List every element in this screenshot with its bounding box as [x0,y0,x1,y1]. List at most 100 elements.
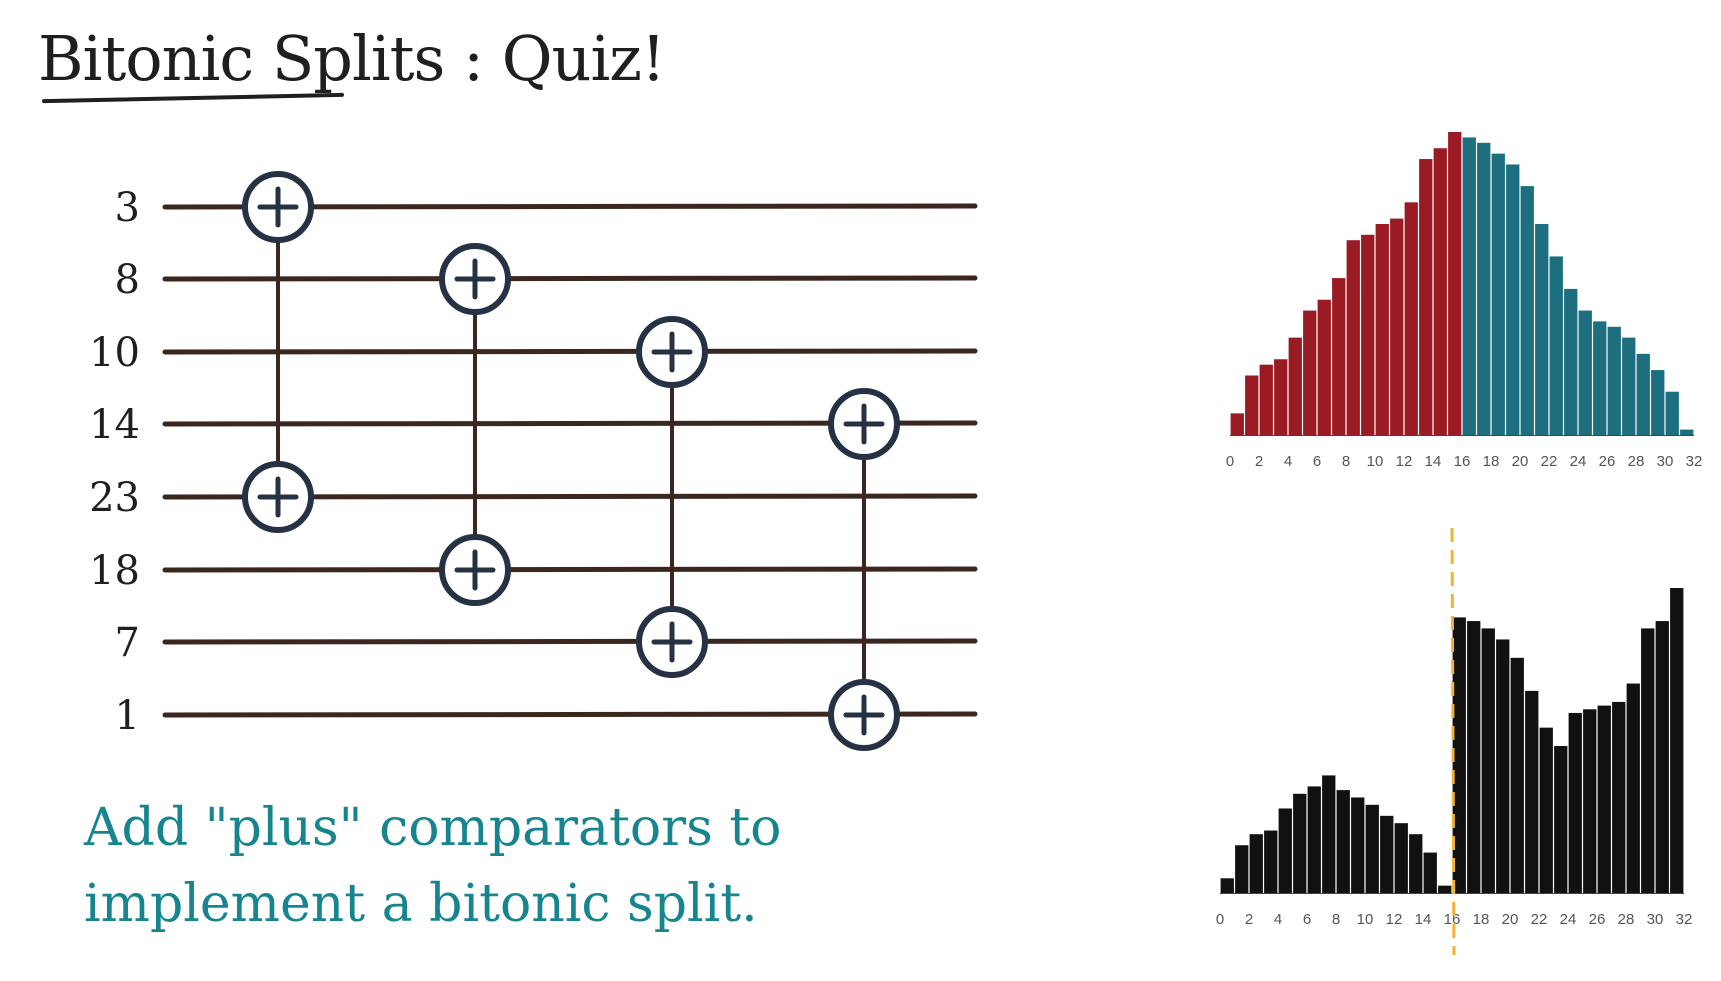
x-tick-label: 4 [1274,911,1282,928]
bar [1607,326,1621,435]
page-title: Bitonic Splits : Quiz! [38,22,666,95]
bar [1539,727,1553,893]
bar [1230,413,1244,435]
x-tick-label: 10 [1367,453,1384,470]
bar [1220,878,1234,893]
plus-comparator-icon [242,171,314,243]
bar [1496,639,1510,893]
x-tick-label: 28 [1618,911,1635,928]
x-tick-label: 16 [1454,453,1471,470]
bar [1274,359,1288,435]
bar [1491,153,1505,435]
bar [1249,834,1263,893]
bar [1481,628,1495,893]
bar [1622,337,1636,435]
input-label: 10 [89,330,140,376]
title-suffix: : Quiz! [463,22,666,95]
plus-comparator-icon [636,606,708,678]
bar [1641,628,1655,893]
bar [1597,705,1611,893]
x-tick-label: 4 [1284,453,1292,470]
x-tick-label: 12 [1386,911,1403,928]
bar [1317,299,1331,435]
input-label: 7 [115,620,140,666]
bar [1332,278,1346,435]
wire [162,566,978,573]
wire [162,348,978,355]
bar [1390,218,1404,435]
x-tick-label: 2 [1245,911,1253,928]
bar [1433,148,1447,436]
x-tick-label: 0 [1226,453,1234,470]
bar [1651,370,1665,435]
bar [1578,310,1592,435]
bar [1525,690,1539,893]
plus-comparator-icon [439,534,511,606]
x-tick-label: 26 [1599,453,1616,470]
bar [1593,321,1607,436]
chart-bottom: 0 2 4 6 8 10 12 14 16 18 20 22 24 26 28 30 32 [1216,527,1693,956]
bar [1626,683,1640,893]
bar [1307,786,1321,893]
x-tick-label: 12 [1396,453,1413,470]
x-tick-label: 18 [1483,453,1500,470]
plus-comparator-icon [636,316,708,388]
bar [1322,775,1336,893]
bar [1346,240,1360,435]
instruction-text: Add "plus" comparators to implement a bi… [84,798,782,934]
x-tick-label: 24 [1570,453,1587,470]
plus-comparator-icon [439,243,511,315]
bar [1510,657,1524,893]
title-main: Bitonic Splits [38,22,445,95]
x-tick-label: 8 [1332,911,1340,928]
x-tick-label: 0 [1216,911,1224,928]
x-tick-label: 20 [1512,453,1529,470]
input-label: 3 [115,185,140,231]
bar [1568,712,1582,893]
x-tick-label: 22 [1531,911,1548,928]
bar [1264,830,1278,893]
bar [1419,159,1433,436]
plus-comparator-icon [828,388,900,460]
bar [1423,852,1437,893]
bar [1394,823,1408,893]
bar [1535,223,1549,435]
plus-comparator-icon [242,461,314,533]
bar [1583,709,1597,893]
bar [1612,701,1626,893]
bar [1448,132,1462,435]
bar [1452,617,1466,893]
wire [162,275,978,282]
split-line [1450,527,1456,956]
bar [1409,834,1423,893]
bar [1438,885,1452,893]
input-label: 8 [115,257,140,303]
bar [1670,588,1684,893]
x-tick-label: 16 [1444,911,1461,928]
bar [1235,845,1249,893]
x-tick-label: 30 [1657,453,1674,470]
sorting-network: 3 8 10 14 23 18 7 1 [89,171,978,751]
bar [1554,746,1568,893]
x-tick-label: 18 [1473,911,1490,928]
x-tick-label: 14 [1425,453,1442,470]
bar [1361,234,1375,435]
chart-top: 0 2 4 6 8 10 12 14 16 18 20 22 24 26 28 30 32 [1226,132,1702,470]
x-tick-label: 32 [1676,911,1693,928]
bar [1506,164,1520,435]
x-tick-label: 20 [1502,911,1519,928]
plus-comparator-icon [828,679,900,751]
input-label: 14 [89,402,140,448]
x-tick-label: 30 [1647,911,1664,928]
bar [1477,142,1491,435]
bar [1293,793,1307,893]
bar [1288,337,1302,435]
x-tick-label: 26 [1589,911,1606,928]
input-label: 23 [89,475,140,521]
bar [1303,310,1317,435]
x-tick-label: 24 [1560,911,1577,928]
bar [1462,137,1476,435]
bar [1549,256,1563,435]
bar [1665,391,1679,435]
